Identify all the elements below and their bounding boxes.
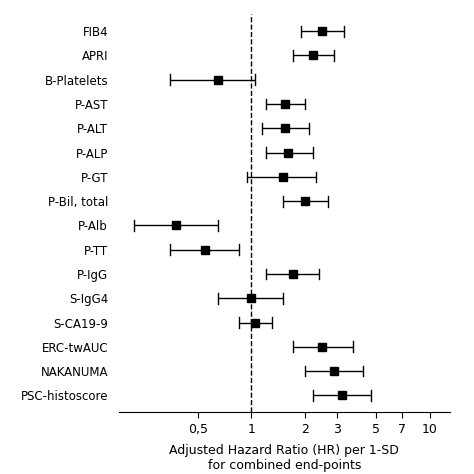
X-axis label: Adjusted Hazard Ratio (HR) per 1-SD
for combined end-points: Adjusted Hazard Ratio (HR) per 1-SD for …	[170, 444, 399, 472]
